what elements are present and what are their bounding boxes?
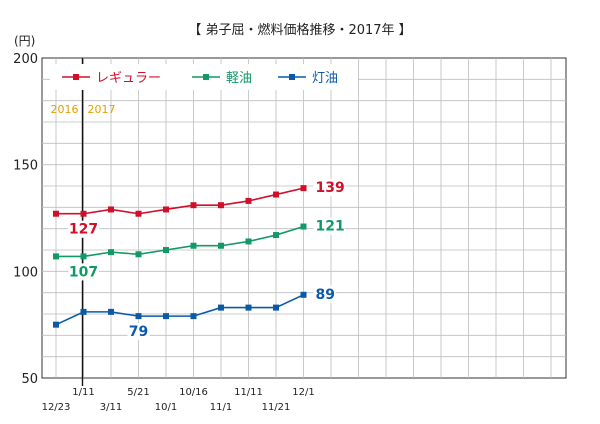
series-line (55, 294, 304, 326)
year-label-2017: 2017 (88, 103, 116, 116)
data-point (135, 313, 142, 320)
y-tick-label: 200 (13, 52, 38, 67)
data-point (163, 247, 169, 253)
y-tick-label: 150 (13, 159, 38, 174)
data-label: 139 (316, 180, 345, 196)
data-label-bg (127, 323, 150, 341)
data-label-bg (313, 217, 345, 235)
chart-title: 【 弟子屈・燃料価格推移・2017年 】 (188, 22, 411, 38)
legend-item-0: レギュラー (62, 71, 161, 86)
legend-label: 灯油 (312, 71, 338, 86)
legend-label: 軽油 (226, 71, 252, 86)
x-tick-label: 10/1 (155, 402, 177, 413)
series-line (56, 225, 304, 258)
data-point (300, 291, 307, 298)
data-point (245, 238, 252, 245)
series-0: 127 139 (53, 179, 345, 238)
data-point (300, 223, 307, 230)
x-tick-label: 1/11 (72, 387, 94, 398)
x-tick-label: 12/23 (42, 402, 71, 413)
x-tick-label: 11/21 (262, 402, 291, 413)
legend-swatch-marker (203, 74, 209, 80)
x-tick-label: 12/1 (292, 387, 314, 398)
data-point (53, 210, 59, 217)
data-point (80, 308, 87, 315)
series-2: 79 89 (53, 285, 336, 341)
y-tick-label: 100 (13, 265, 38, 280)
data-point (273, 232, 279, 239)
data-point (273, 191, 279, 198)
data-label: 127 (69, 222, 98, 238)
data-label-bg (313, 179, 345, 197)
legend: レギュラー 軽油 灯油 (50, 64, 358, 90)
data-point (53, 321, 59, 328)
legend-label: レギュラー (96, 71, 161, 86)
data-label-bg (68, 263, 99, 281)
data-label-bg (313, 285, 336, 303)
data-point (163, 206, 169, 213)
data-point (190, 202, 197, 209)
data-point (245, 304, 252, 311)
data-point (163, 313, 169, 320)
x-tick-label: 11/1 (210, 402, 232, 413)
data-point (190, 313, 197, 320)
data-point (190, 242, 197, 249)
data-point (53, 253, 59, 260)
data-point (245, 197, 252, 204)
data-point (108, 308, 114, 315)
data-label: 121 (316, 219, 345, 235)
data-point (108, 206, 114, 213)
data-point (80, 253, 87, 260)
data-point (300, 185, 307, 192)
data-label: 107 (69, 264, 98, 280)
legend-item-1: 軽油 (192, 71, 252, 86)
data-point (108, 249, 114, 256)
data-label: 89 (316, 287, 335, 303)
data-point (218, 304, 224, 311)
data-point (135, 251, 142, 258)
grid (41, 57, 567, 379)
plot-frame (41, 57, 567, 379)
x-tick-label: 5/21 (127, 387, 149, 398)
legend-item-2: 灯油 (278, 71, 338, 86)
series-line (56, 187, 304, 215)
data-label-bg (68, 220, 99, 238)
x-tick-label: 10/16 (179, 387, 208, 398)
y-axis-unit: (円) (14, 34, 35, 48)
data-point (218, 202, 224, 209)
series-group: 127 139 107 121 79 89 (53, 179, 345, 341)
legend-swatch-marker (73, 74, 79, 80)
data-label: 79 (129, 324, 148, 340)
legend-swatch-marker (289, 74, 295, 80)
data-point (218, 242, 224, 249)
x-tick-label: 3/11 (100, 402, 122, 413)
data-point (135, 210, 142, 217)
series-1: 107 121 (53, 217, 345, 281)
data-point (273, 304, 279, 311)
data-point (80, 210, 87, 217)
y-axis-ticks: 50 100 150 200 (13, 52, 38, 387)
year-label-2016: 2016 (51, 103, 79, 116)
x-tick-label: 11/11 (234, 387, 263, 398)
y-tick-label: 50 (21, 372, 38, 387)
